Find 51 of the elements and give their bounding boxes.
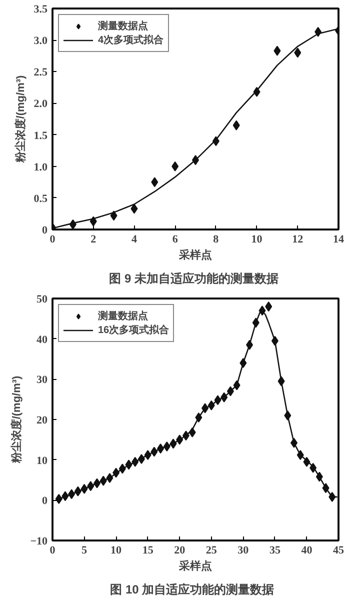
x-tick-label: 2: [90, 234, 97, 246]
x-tick-label: 6: [172, 234, 178, 246]
y-tick-label: −10: [30, 536, 48, 548]
y-tick-label: 3.0: [34, 35, 48, 48]
x-tick-label: 14: [333, 234, 344, 246]
x-axis-title: 采样点: [178, 248, 212, 262]
legend-label: 测量数据点: [98, 310, 148, 323]
y-tick-label: 2.0: [34, 98, 48, 110]
x-tick-label: 5: [82, 544, 88, 556]
y-tick-label: 3.5: [34, 4, 48, 16]
y-tick-label: 0: [42, 495, 48, 508]
x-tick-label: 10: [251, 234, 263, 246]
x-tick-label: 25: [206, 544, 218, 556]
legend-label: 4次多项式拟合: [98, 34, 164, 47]
point: [130, 204, 138, 214]
point: [151, 177, 158, 188]
y-tick-label: 2.5: [34, 66, 48, 79]
y-tick-label: 0: [42, 224, 48, 236]
x-tick-label: 45: [333, 544, 344, 556]
legend-label: 16次多项式拟合: [98, 324, 170, 337]
text: 图 9 未加自适应功能的测量数据: [109, 272, 279, 286]
point: [274, 46, 281, 56]
x-tick-label: 12: [292, 234, 304, 246]
x-tick-label: 15: [142, 544, 154, 556]
point: [232, 120, 240, 130]
x-tick-label: 20: [174, 544, 186, 556]
text: 图 10 加自适应功能的测量数据: [110, 582, 274, 596]
x-tick-label: 30: [238, 544, 250, 556]
y-tick-label: 1.5: [34, 130, 48, 142]
legend-label: 测量数据点: [98, 20, 148, 33]
x-axis-title: 采样点: [178, 560, 212, 572]
x-tick-label: 0: [50, 234, 56, 246]
point: [294, 48, 302, 58]
x-tick-label: 40: [301, 544, 313, 556]
x-tick-label: 4: [131, 234, 138, 246]
y-axis-title: 粉尘浓度/(mg/m³): [14, 74, 27, 164]
x-tick-label: 8: [213, 234, 220, 246]
y-tick-label: 30: [36, 374, 48, 386]
y-axis-title: 粉尘浓度/(mg/m³): [10, 375, 24, 464]
point: [172, 161, 179, 172]
point: [265, 302, 272, 312]
y-tick-label: 40: [36, 334, 48, 346]
x-tick-label: 10: [110, 544, 122, 556]
y-tick-label: 1.0: [34, 161, 48, 174]
point: [55, 494, 62, 504]
x-tick-label: 35: [269, 544, 281, 556]
y-tick-label: 50: [36, 294, 48, 306]
y-tick-label: 0.5: [34, 192, 48, 205]
y-tick-label: 10: [36, 454, 48, 467]
y-tick-label: 20: [36, 414, 48, 426]
x-tick-label: 0: [50, 544, 56, 556]
